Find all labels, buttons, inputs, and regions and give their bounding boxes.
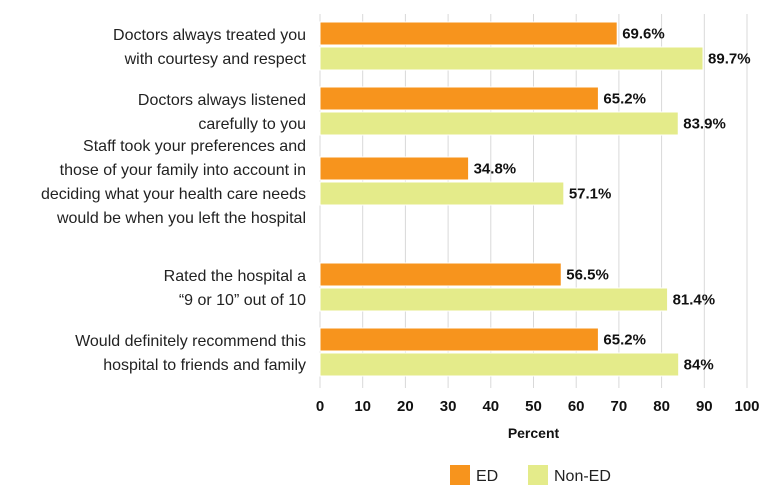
value-label-non-ed: 81.4% <box>673 292 716 309</box>
bars <box>319 21 704 377</box>
x-tick-label: 70 <box>611 398 628 415</box>
category-label-line: Would definitely recommend this <box>75 333 306 350</box>
value-label-non-ed: 89.7% <box>708 51 751 68</box>
bar-ed <box>319 156 470 181</box>
bar-non-ed <box>319 352 680 377</box>
legend-label-ed: ED <box>476 468 498 485</box>
category-label-line: Staff took your preferences and <box>83 138 306 155</box>
category-label-line: Doctors always listened <box>138 92 306 109</box>
category-label: Would definitely recommend this hospital … <box>75 333 306 374</box>
category-label-line: those of your family into account in <box>60 162 306 179</box>
x-tick-label: 30 <box>440 398 457 415</box>
category-label-line: deciding what your health care needs <box>41 186 306 203</box>
x-tick-label: 60 <box>568 398 585 415</box>
category-label: Staff took your preferences and those of … <box>41 138 306 227</box>
value-label-ed: 56.5% <box>566 267 609 284</box>
legend-swatch-non-ed <box>528 465 548 485</box>
value-label-ed: 65.2% <box>603 91 646 108</box>
category-label-line: with courtesy and respect <box>124 51 307 68</box>
x-tick-label: 100 <box>734 398 759 415</box>
x-tick-label: 20 <box>397 398 414 415</box>
value-label-ed: 69.6% <box>622 26 665 43</box>
legend-label-non-ed: Non-ED <box>554 468 611 485</box>
x-tick-label: 50 <box>525 398 542 415</box>
category-label-line: “9 or 10” out of 10 <box>179 292 306 309</box>
category-label: Doctors always listened carefully to you <box>138 92 306 133</box>
bar-non-ed <box>319 111 679 136</box>
category-label-line: would be when you left the hospital <box>56 210 306 227</box>
category-label-line: Doctors always treated you <box>113 27 306 44</box>
bar-non-ed <box>319 46 704 71</box>
category-label-line: carefully to you <box>198 116 306 133</box>
bar-ed <box>319 21 618 46</box>
bar-non-ed <box>319 181 565 206</box>
value-label-ed: 65.2% <box>603 332 646 349</box>
x-tick-label: 40 <box>482 398 499 415</box>
value-label-ed: 34.8% <box>474 161 517 178</box>
category-label: Doctors always treated you with courtesy … <box>113 27 307 68</box>
category-labels: Doctors always treated you with courtesy … <box>41 27 307 374</box>
value-labels: 69.6% 89.7% 65.2% 83.9% 34.8% 57.1% 56.5% 81.4%… <box>474 26 751 374</box>
x-tick-label: 10 <box>354 398 371 415</box>
value-label-non-ed: 57.1% <box>569 186 612 203</box>
x-tick-label: 0 <box>316 398 324 415</box>
value-label-non-ed: 84% <box>684 357 714 374</box>
category-label-line: hospital to friends and family <box>103 357 306 374</box>
x-axis-title: Percent <box>508 425 560 441</box>
bar-non-ed <box>319 287 669 312</box>
legend: ED Non-ED <box>450 465 611 485</box>
legend-swatch-ed <box>450 465 470 485</box>
x-tick-label: 80 <box>653 398 670 415</box>
bar-ed <box>319 327 599 352</box>
value-label-non-ed: 83.9% <box>683 116 726 133</box>
x-tick-label: 90 <box>696 398 713 415</box>
bar-ed <box>319 86 599 111</box>
x-axis-ticks: 0 10 20 30 40 50 60 70 80 90 100 <box>316 398 760 415</box>
bar-ed <box>319 262 562 287</box>
category-label-line: Rated the hospital a <box>164 268 306 285</box>
category-label: Rated the hospital a “9 or 10” out of 10 <box>164 268 306 309</box>
